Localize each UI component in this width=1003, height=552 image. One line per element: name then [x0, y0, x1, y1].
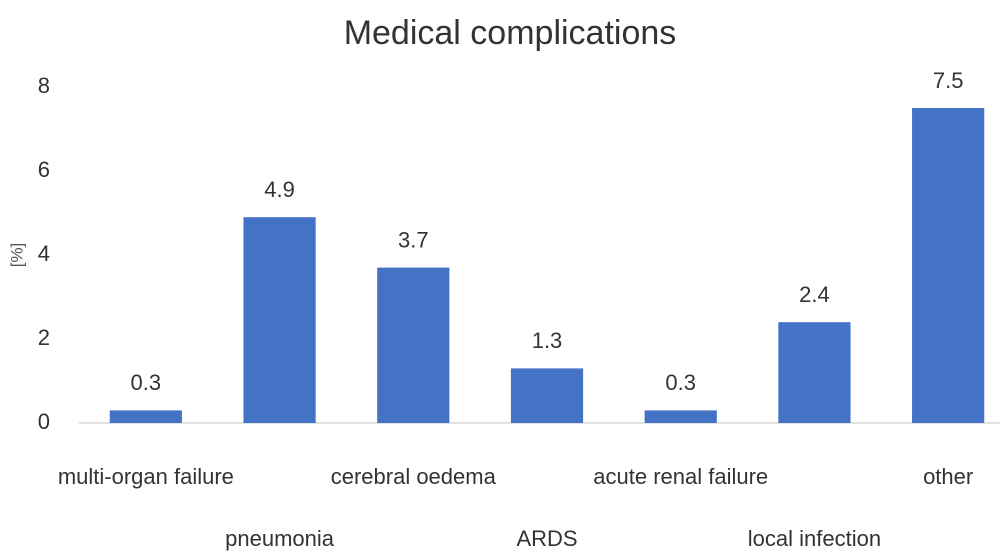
x-tick-label: local infection [748, 526, 881, 551]
bar [510, 368, 584, 423]
y-axis-label: [%] [7, 243, 26, 268]
chart-title: Medical complications [344, 14, 677, 52]
x-tick-label: multi-organ failure [58, 464, 234, 489]
y-tick-label: 2 [38, 325, 50, 350]
y-tick-label: 8 [38, 73, 50, 98]
x-tick-label: other [923, 464, 973, 489]
data-label: 4.9 [264, 177, 295, 202]
bar [109, 410, 182, 423]
data-label: 7.5 [933, 68, 964, 93]
data-label: 2.4 [799, 282, 830, 307]
y-tick-label: 0 [38, 409, 50, 434]
data-label: 0.3 [131, 370, 162, 395]
bar [644, 410, 717, 423]
data-label: 0.3 [665, 370, 696, 395]
x-tick-label: ARDS [516, 526, 577, 551]
x-tick-label: pneumonia [225, 526, 335, 551]
bar [912, 108, 985, 423]
x-tick-label: acute renal failure [593, 464, 768, 489]
data-label: 3.7 [398, 227, 429, 252]
bar [243, 217, 316, 423]
bar [377, 267, 450, 423]
bar [778, 322, 851, 423]
x-tick-label: cerebral oedema [331, 464, 497, 489]
y-tick-label: 4 [38, 241, 50, 266]
y-tick-label: 6 [38, 157, 50, 182]
data-label: 1.3 [532, 328, 563, 353]
